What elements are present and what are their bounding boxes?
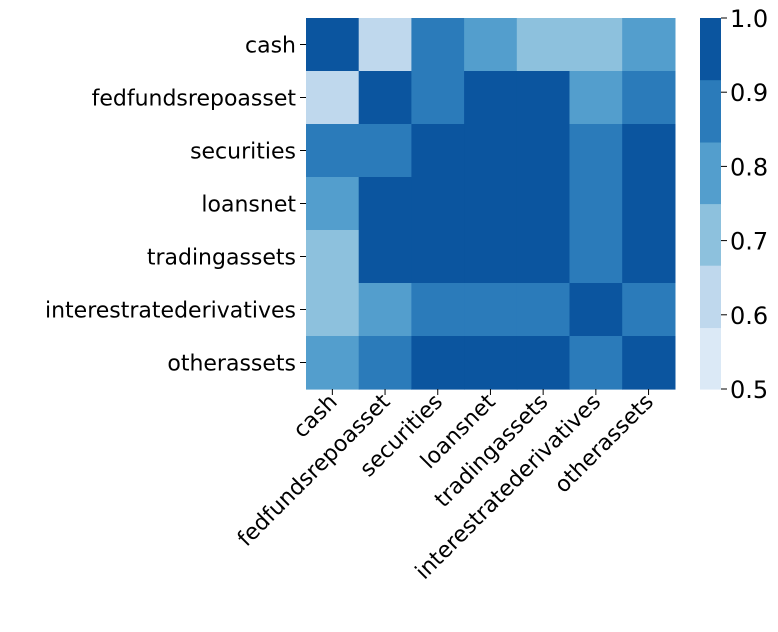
heatmap-cell-interestratederivatives-cash: [306, 283, 360, 337]
heatmap-cell-securities-otherassets: [622, 124, 676, 178]
y-tick-label-cash: cash: [245, 34, 296, 59]
colorbar-tick-label-1.0: 1.0: [730, 5, 768, 33]
y-tick-label-tradingassets: tradingassets: [147, 246, 296, 271]
heatmap-cell-otherassets-interestratederivatives: [569, 336, 623, 390]
heatmap-cell-fedfundsrepoasset-tradingassets: [516, 71, 571, 125]
colorbar-segment-3: [700, 141, 721, 205]
heatmap-cell-interestratederivatives-fedfundsrepoasset: [358, 283, 412, 337]
heatmap-cell-interestratederivatives-tradingassets: [516, 283, 571, 337]
colorbar-segment-5: [700, 18, 721, 81]
y-tick-label-otherassets: otherassets: [167, 352, 296, 377]
y-tick-label-securities: securities: [190, 140, 296, 165]
colorbar-tick-label-0.7: 0.7: [730, 228, 768, 256]
colorbar-segment-4: [700, 79, 721, 143]
y-tick-label-fedfundsrepoasset: fedfundsrepoasset: [92, 87, 297, 112]
heatmap-cell-interestratederivatives-otherassets: [622, 283, 676, 337]
y-tick-label-loansnet: loansnet: [201, 193, 296, 218]
heatmap-cell-cash-loansnet: [464, 18, 518, 72]
heatmap-cell-otherassets-loansnet: [464, 336, 518, 390]
heatmap-cell-cash-interestratederivatives: [569, 18, 623, 72]
heatmap-cell-tradingassets-otherassets: [622, 230, 676, 284]
column-labels: cashfedfundsrepoassetsecuritiesloansnett…: [233, 389, 659, 585]
row-labels: cash fedfundsrepoasset securities loansnet t…: [45, 34, 306, 377]
heatmap-cell-loansnet-fedfundsrepoasset: [358, 177, 412, 231]
heatmap-cell-interestratederivatives-loansnet: [464, 283, 518, 337]
heatmap-cell-otherassets-securities: [411, 336, 465, 390]
heatmap-cell-loansnet-tradingassets: [516, 177, 571, 231]
colorbar-tick-label-0.9: 0.9: [730, 79, 768, 107]
heatmap-cell-securities-securities: [411, 124, 465, 178]
heatmap-cell-loansnet-otherassets: [622, 177, 676, 231]
heatmap-cell-fedfundsrepoasset-interestratederivatives: [569, 71, 623, 125]
heatmap-cell-loansnet-cash: [306, 177, 360, 231]
colorbar-segment-1: [700, 265, 721, 329]
heatmap-cell-cash-otherassets: [622, 18, 676, 72]
heatmap-cell-cash-cash: [306, 18, 360, 72]
colorbar-segment-2: [700, 203, 721, 266]
heatmap-cell-fedfundsrepoasset-cash: [306, 71, 360, 125]
colorbar: 0.5 0.6 0.7 0.8 0.9 1.0: [700, 5, 768, 404]
heatmap-cell-tradingassets-loansnet: [464, 230, 518, 284]
heatmap-cell-tradingassets-fedfundsrepoasset: [358, 230, 412, 284]
heatmap-cell-securities-interestratederivatives: [569, 124, 623, 178]
heatmap-cells: [306, 18, 676, 390]
heatmap-cell-securities-fedfundsrepoasset: [358, 124, 412, 178]
heatmap-cell-fedfundsrepoasset-securities: [411, 71, 465, 125]
heatmap-cell-loansnet-interestratederivatives: [569, 177, 623, 231]
heatmap-cell-tradingassets-interestratederivatives: [569, 230, 623, 284]
heatmap-cell-otherassets-tradingassets: [516, 336, 571, 390]
heatmap-cell-securities-loansnet: [464, 124, 518, 178]
heatmap-cell-interestratederivatives-securities: [411, 283, 465, 337]
heatmap-cell-loansnet-loansnet: [464, 177, 518, 231]
heatmap-cell-securities-cash: [306, 124, 360, 178]
colorbar-tick-label-0.6: 0.6: [730, 302, 768, 330]
heatmap-cell-otherassets-cash: [306, 336, 360, 390]
heatmap-cell-fedfundsrepoasset-loansnet: [464, 71, 518, 125]
heatmap-cell-fedfundsrepoasset-fedfundsrepoasset: [358, 71, 412, 125]
heatmap-cell-tradingassets-securities: [411, 230, 465, 284]
heatmap-cell-tradingassets-cash: [306, 230, 360, 284]
heatmap-cell-cash-fedfundsrepoasset: [358, 18, 412, 72]
colorbar-tick-label-0.8: 0.8: [730, 153, 768, 181]
y-tick-label-interestratederivatives: interestratederivatives: [45, 299, 296, 324]
colorbar-tick-label-0.5: 0.5: [730, 376, 768, 404]
heatmap-cell-otherassets-otherassets: [622, 336, 676, 390]
colorbar-segment-0: [700, 327, 721, 390]
heatmap-cell-tradingassets-tradingassets: [516, 230, 571, 284]
heatmap-cell-cash-securities: [411, 18, 465, 72]
heatmap-cell-loansnet-securities: [411, 177, 465, 231]
heatmap-cell-otherassets-fedfundsrepoasset: [358, 336, 412, 390]
heatmap-cell-interestratederivatives-interestratederivatives: [569, 283, 623, 337]
heatmap-cell-fedfundsrepoasset-otherassets: [622, 71, 676, 125]
heatmap-cell-cash-tradingassets: [516, 18, 571, 72]
heatmap-cell-securities-tradingassets: [516, 124, 571, 178]
